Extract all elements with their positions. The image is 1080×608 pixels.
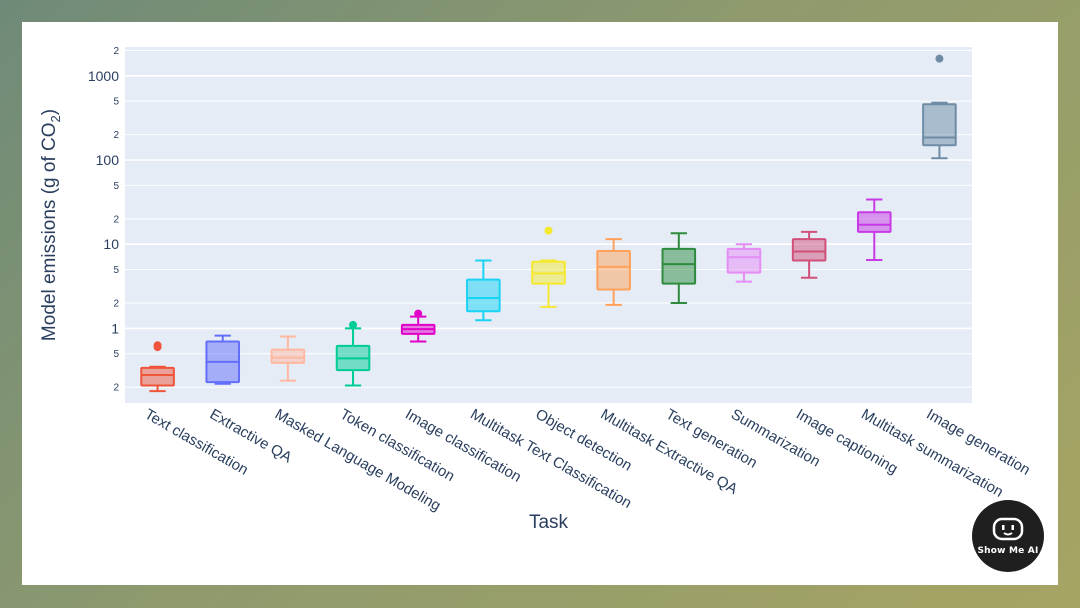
box-9 [661, 232, 697, 305]
box-13 [922, 54, 957, 160]
y-tick-label: 2 [113, 130, 119, 141]
box-8 [596, 238, 631, 306]
box-12 [856, 198, 892, 261]
y-tick-label: 100 [96, 152, 120, 168]
y-tick-label: 1 [111, 320, 119, 336]
show-me-ai-logo: Show Me AI [972, 500, 1044, 572]
box-4 [335, 320, 371, 387]
box-iqr [596, 250, 631, 291]
y-tick-label: 2 [113, 383, 119, 394]
outlier-point [935, 54, 944, 63]
logo-label: Show Me AI [977, 546, 1039, 556]
box-iqr [726, 247, 762, 274]
box-11 [791, 230, 827, 279]
box-1 [140, 341, 175, 393]
y-tick-label: 5 [113, 97, 119, 108]
outlier-point [153, 343, 162, 352]
y-tick-label: 5 [113, 181, 119, 192]
box-7 [531, 226, 566, 308]
box-6 [466, 259, 501, 322]
outlier-point [414, 309, 423, 318]
box-iqr [856, 211, 892, 233]
box-5 [400, 309, 436, 343]
y-axis-title: Model emissions (g of CO2) [39, 109, 63, 341]
box-2 [205, 334, 241, 385]
y-tick-label: 2 [113, 46, 119, 57]
outlier-point [544, 226, 553, 235]
x-axis-title: Task [529, 512, 569, 533]
y-tick-label: 2 [113, 299, 119, 310]
box-iqr [661, 247, 697, 285]
box-3 [270, 335, 306, 382]
y-tick-label: 5 [113, 349, 119, 360]
x-tick-label: Image generation [923, 406, 1033, 479]
robot-icon [992, 517, 1024, 541]
box-iqr [270, 348, 306, 364]
chart-card: 2 5 1 2 5 10 2 5 100 2 5 1000 2 Text classification Ex… [22, 22, 1058, 585]
x-tick-label: Image classification [402, 406, 524, 486]
y-tick-label: 10 [103, 236, 119, 252]
outlier-point [349, 320, 358, 329]
y-tick-label: 2 [113, 214, 119, 225]
plot-background [125, 47, 972, 403]
box-iqr [791, 238, 827, 262]
box-10 [726, 243, 762, 283]
y-tick-label: 5 [113, 265, 119, 276]
box-iqr [140, 366, 175, 387]
y-tick-label: 1000 [88, 68, 119, 84]
box-iqr [922, 103, 957, 147]
box-iqr [466, 278, 501, 313]
